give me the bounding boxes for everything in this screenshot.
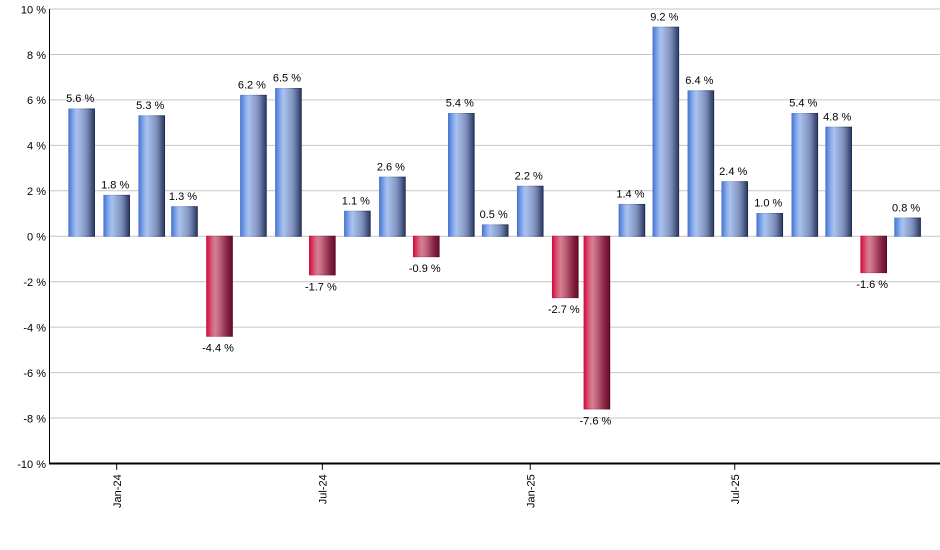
svg-text:0 %: 0 % [27,232,46,244]
svg-text:-6 %: -6 % [23,368,46,380]
svg-text:9.2 %: 9.2 % [650,11,678,23]
svg-text:6.4 %: 6.4 % [685,75,713,87]
svg-text:1.0 %: 1.0 % [754,198,782,210]
svg-text:-7.6 %: -7.6 % [579,415,611,427]
svg-text:5.4 %: 5.4 % [789,98,817,110]
svg-text:0.8 %: 0.8 % [892,202,920,214]
svg-text:1.3 %: 1.3 % [169,191,197,203]
svg-text:5.6 %: 5.6 % [66,93,94,105]
svg-text:4 %: 4 % [27,141,46,153]
svg-text:-10 %: -10 % [17,459,46,471]
svg-text:2.2 %: 2.2 % [515,170,543,182]
svg-text:-0.9 %: -0.9 % [409,263,441,275]
svg-text:2.6 %: 2.6 % [377,161,405,173]
svg-text:6.5 %: 6.5 % [273,73,301,85]
svg-text:10 %: 10 % [21,4,46,16]
svg-text:2 %: 2 % [27,186,46,198]
svg-text:Jan-24: Jan-24 [112,474,124,508]
svg-text:Jul-25: Jul-25 [730,474,742,504]
svg-text:1.1 %: 1.1 % [342,195,370,207]
svg-text:Jan-25: Jan-25 [525,474,537,508]
svg-text:2.4 %: 2.4 % [719,166,747,178]
svg-text:6.2 %: 6.2 % [238,80,266,92]
svg-text:1.4 %: 1.4 % [616,189,644,201]
svg-text:1.8 %: 1.8 % [101,180,129,192]
svg-text:-4 %: -4 % [23,322,46,334]
svg-text:-1.6 %: -1.6 % [856,279,888,291]
svg-text:8 %: 8 % [27,50,46,62]
svg-text:Jul-24: Jul-24 [318,474,330,504]
svg-text:5.4 %: 5.4 % [446,98,474,110]
svg-text:4.8 %: 4.8 % [823,111,851,123]
svg-text:-4.4 %: -4.4 % [202,343,234,355]
svg-text:0.5 %: 0.5 % [480,209,508,221]
svg-text:-2 %: -2 % [23,277,46,289]
svg-text:5.3 %: 5.3 % [136,100,164,112]
svg-text:-8 %: -8 % [23,413,46,425]
svg-text:6 %: 6 % [27,95,46,107]
svg-text:-1.7 %: -1.7 % [305,281,337,293]
svg-text:-2.7 %: -2.7 % [548,304,580,316]
